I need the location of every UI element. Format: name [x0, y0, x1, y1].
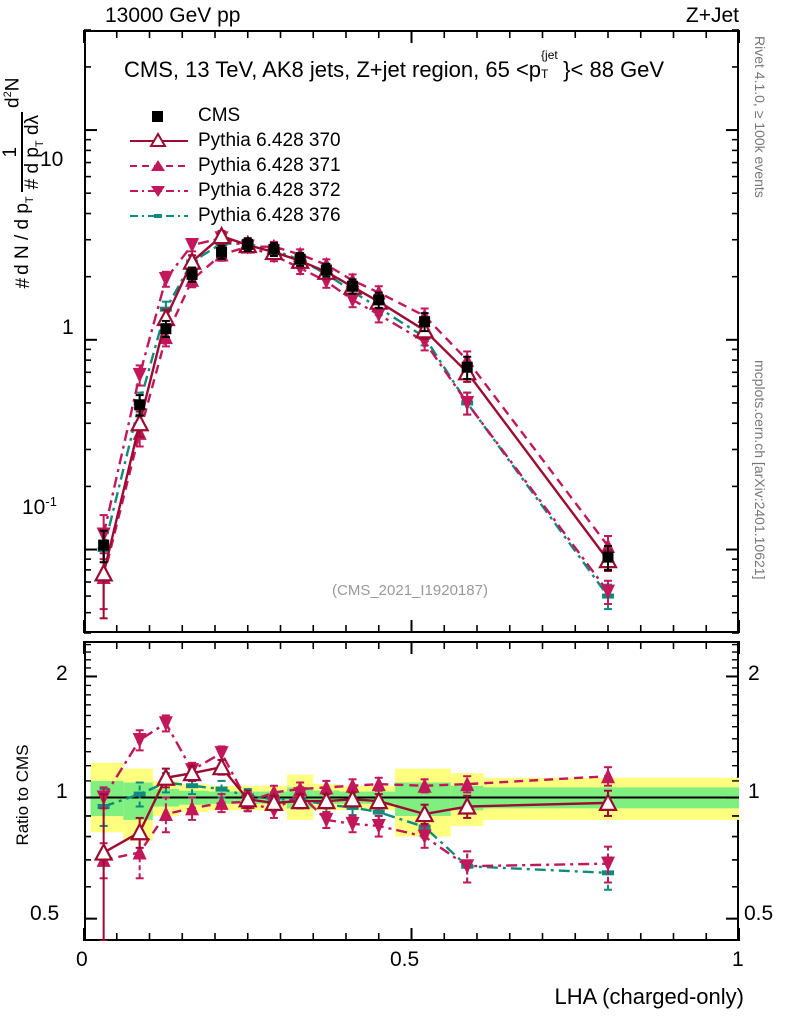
ratio-tick-0p5-left: 0.5	[30, 902, 60, 925]
x-axis-label: LHA (charged-only)	[554, 984, 744, 1009]
y-tick-1: 1	[62, 316, 74, 339]
rivet-version-label: Rivet 4.1.0, ≥ 100k events	[752, 36, 768, 198]
plot-title: CMS, 13 TeV, AK8 jets, Z+jet region, 65 …	[124, 48, 665, 82]
legend-item-cms: CMS	[128, 103, 341, 128]
ratio-tick-2-left: 2	[56, 662, 68, 685]
legend-marker-tri-up-open	[130, 131, 188, 147]
y-axis-hash-1: #	[13, 277, 34, 289]
legend-item-pythia370: Pythia 6.428 370	[128, 128, 341, 153]
legend: CMS Pythia 6.428 370 Pythia 6.428 371 Py…	[128, 103, 341, 228]
legend-item-pythia371: Pythia 6.428 371	[128, 153, 341, 178]
legend-marker-square	[152, 110, 163, 122]
x-tick-0: 0	[76, 948, 88, 971]
header-beam-label: 13000 GeV pp	[105, 4, 241, 27]
legend-label-2: Pythia 6.428 371	[198, 154, 341, 176]
y-tick-10: 10	[40, 148, 64, 171]
y-axis-frac-num: 1	[0, 146, 22, 158]
legend-label-1: Pythia 6.428 370	[198, 129, 341, 151]
x-tick-0p5: 0.5	[390, 948, 420, 971]
legend-marker-dash-small	[130, 213, 188, 218]
y-axis-hash-2: #	[22, 178, 44, 190]
ratio-axis-label: Ratio to CMS	[13, 744, 32, 846]
legend-marker-tri-down-fill	[130, 185, 188, 197]
x-tick-1: 1	[732, 948, 744, 971]
ratio-plot-panel	[84, 641, 739, 941]
ratio-tick-1-right: 1	[748, 780, 760, 803]
header-process-label: Z+Jet	[685, 4, 739, 27]
legend-marker-tri-up-fill	[130, 159, 188, 171]
legend-item-pythia372: Pythia 6.428 372	[128, 178, 341, 203]
ratio-tick-2-right: 2	[748, 662, 760, 685]
main-plot-panel	[84, 30, 739, 633]
legend-label-4: Pythia 6.428 376	[198, 204, 341, 226]
y-axis-label: # d N / d pT 1 # d pT dλ d2N	[0, 77, 47, 289]
legend-label-3: Pythia 6.428 372	[198, 179, 341, 201]
legend-item-pythia376: Pythia 6.428 376	[128, 203, 341, 228]
ratio-tick-0p5-right: 0.5	[744, 902, 774, 925]
ratio-tick-1-left: 1	[56, 780, 68, 803]
mcplots-source-label: mcplots.cern.ch [arXiv:2401.10621]	[752, 360, 768, 580]
legend-label-0: CMS	[198, 104, 241, 126]
y-tick-0p1: 10-1	[22, 494, 57, 519]
